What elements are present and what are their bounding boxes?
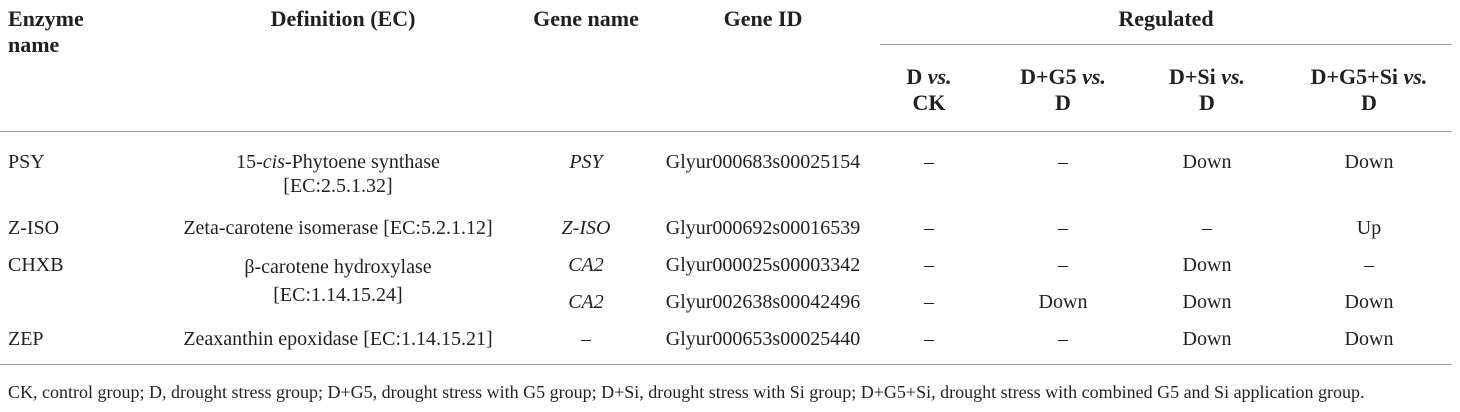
- row-4-reg-3: Down: [1182, 291, 1232, 313]
- row-1-reg-3: Down: [1182, 151, 1232, 173]
- row-3-reg-4: –: [1364, 254, 1374, 276]
- row-2-gene-name: Z-ISO: [561, 217, 611, 239]
- row-5-reg-2: –: [1058, 328, 1068, 350]
- row-5-reg-4: Down: [1344, 328, 1394, 350]
- row-1-gene-name: PSY: [569, 151, 603, 173]
- row-5-gene-name: –: [581, 328, 591, 350]
- row-4-reg-4: Down: [1344, 291, 1394, 313]
- row-3-reg-2: –: [1058, 254, 1068, 276]
- table-bottom-rule: [0, 364, 1452, 365]
- row-4-reg-2: Down: [1038, 291, 1088, 313]
- header-enzyme-name: Enzyme name: [8, 6, 84, 58]
- row-1-definition: 15-cis-Phytoene synthase [EC:2.5.1.32]: [236, 151, 440, 197]
- row-3-gene-id: Glyur000025s00003342: [665, 254, 861, 276]
- row-3-definition: β-carotene hydroxylase [EC:1.14.15.24]: [244, 256, 432, 306]
- row-1-reg-1: –: [924, 151, 934, 173]
- header-sub-3: D+Si vs. D: [1168, 64, 1246, 115]
- regulated-underline: [880, 44, 1452, 45]
- header-regulated: Regulated: [1118, 6, 1214, 31]
- row-3-gene-name: CA2: [568, 254, 604, 276]
- header-sub-2: D+G5 vs. D: [1020, 64, 1106, 115]
- header-definition: Definition (EC): [270, 6, 416, 31]
- row-4-reg-1: –: [924, 291, 934, 313]
- row-3-enzyme: CHXB: [8, 254, 64, 276]
- row-2-reg-3: –: [1202, 217, 1212, 239]
- row-1-gene-id: Glyur000683s00025154: [665, 151, 861, 173]
- row-5-gene-id: Glyur000653s00025440: [665, 328, 861, 350]
- header-sub-4: D+G5+Si vs. D: [1310, 64, 1428, 115]
- row-4-gene-name: CA2: [568, 291, 604, 313]
- row-5-reg-3: Down: [1182, 328, 1232, 350]
- header-enzyme-line1: Enzyme: [8, 6, 84, 31]
- row-5-reg-1: –: [924, 328, 934, 350]
- row-5-enzyme: ZEP: [8, 328, 44, 350]
- header-gene-id: Gene ID: [723, 6, 803, 31]
- row-3-reg-3: Down: [1182, 254, 1232, 276]
- header-gene-name: Gene name: [533, 6, 639, 31]
- row-2-gene-id: Glyur000692s00016539: [665, 217, 861, 239]
- row-5-definition: Zeaxanthin epoxidase [EC:1.14.15.21]: [183, 328, 493, 350]
- header-enzyme-line2: name: [8, 32, 60, 57]
- row-1-enzyme: PSY: [8, 151, 45, 173]
- row-2-reg-4: Up: [1356, 217, 1382, 239]
- row-2-reg-2: –: [1058, 217, 1068, 239]
- row-2-enzyme: Z-ISO: [8, 217, 60, 239]
- row-2-reg-1: –: [924, 217, 934, 239]
- header-bottom-rule: [0, 131, 1452, 132]
- header-sub-1: D vs. CK: [906, 64, 952, 115]
- row-4-gene-id: Glyur002638s00042496: [665, 291, 861, 313]
- table-footnote: CK, control group; D, drought stress gro…: [8, 382, 1365, 402]
- row-1-reg-2: –: [1058, 151, 1068, 173]
- row-1-reg-4: Down: [1344, 151, 1394, 173]
- row-3-reg-1: –: [924, 254, 934, 276]
- row-2-definition: Zeta-carotene isomerase [EC:5.2.1.12]: [183, 217, 493, 239]
